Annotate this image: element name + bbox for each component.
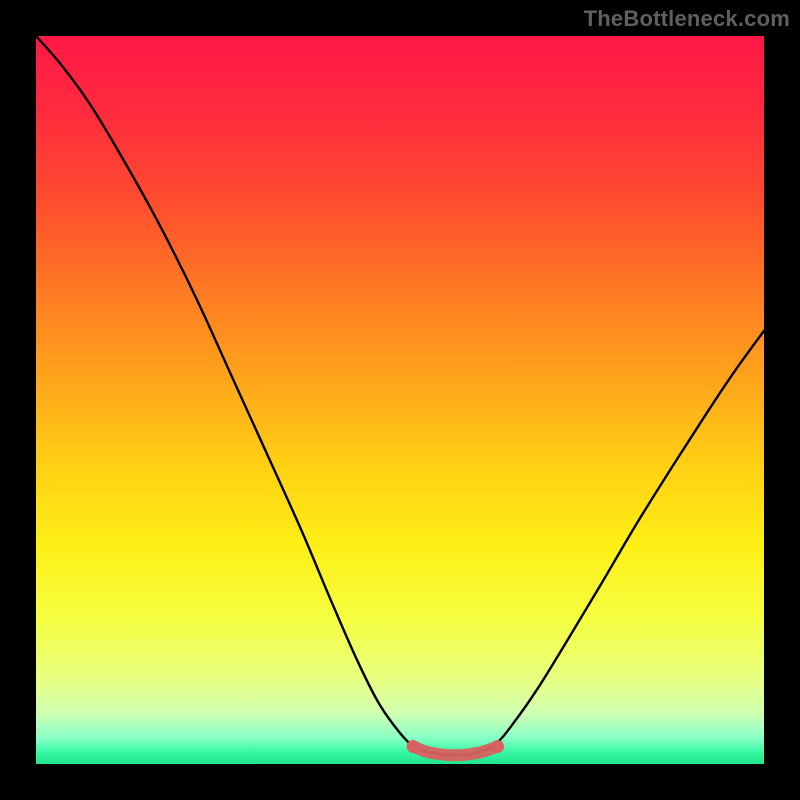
chart-stage: TheBottleneck.com bbox=[0, 0, 800, 800]
bottleneck-chart-svg bbox=[0, 0, 800, 800]
watermark-text: TheBottleneck.com bbox=[584, 6, 790, 32]
gradient-background bbox=[36, 36, 764, 764]
